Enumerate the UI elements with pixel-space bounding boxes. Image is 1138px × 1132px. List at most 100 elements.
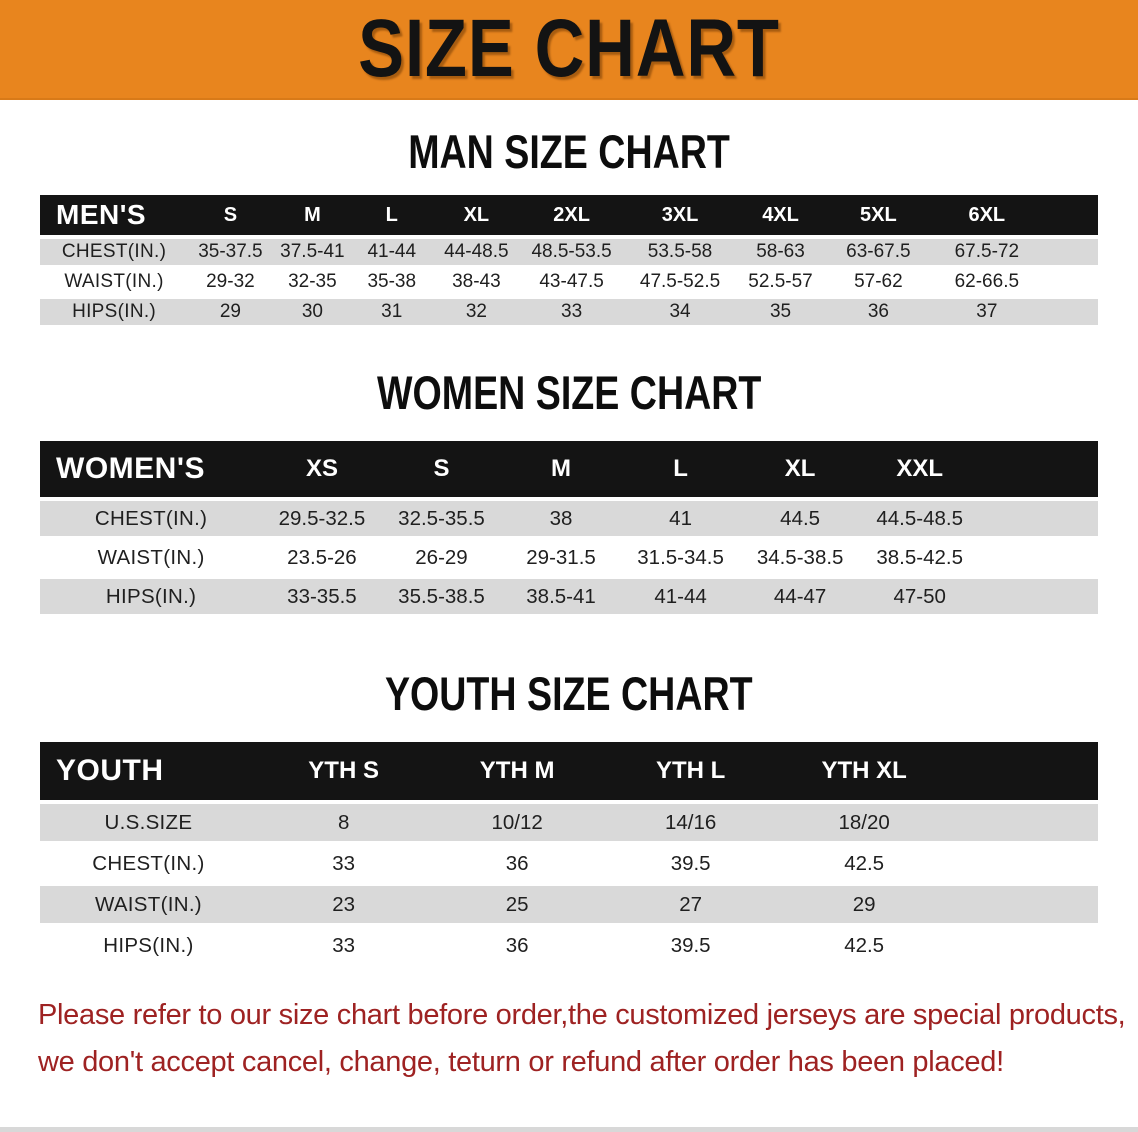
size-value: 47-50	[859, 577, 980, 618]
table-title-cell: MEN'S	[40, 195, 189, 239]
spacer-cell	[1039, 237, 1098, 269]
size-value: 37	[933, 297, 1040, 329]
size-value: 33	[521, 297, 622, 329]
size-value: 35-38	[352, 267, 432, 299]
size-column-header: 5XL	[822, 195, 934, 239]
table-header-row: MEN'S S M L XL 2XL 3XL 4XL 5XL 6XL	[40, 195, 1098, 239]
size-value: 26-29	[381, 538, 502, 579]
size-value: 31.5-34.5	[620, 538, 741, 579]
order-disclaimer: Please refer to our size chart before or…	[0, 992, 1138, 1086]
size-column-header: YTH XL	[777, 742, 951, 804]
table-row: WAIST(IN.) 29-32 32-35 35-38 38-43 43-47.5 47.…	[40, 267, 1098, 299]
size-column-header: 3XL	[621, 195, 739, 239]
table-header-row: WOMEN'S XS S M L XL XXL	[40, 441, 1098, 501]
size-column-header: M	[272, 195, 353, 239]
size-value: 33	[256, 843, 431, 886]
size-value: 44-47	[740, 577, 860, 618]
size-value: 38	[501, 499, 621, 540]
size-value: 57-62	[822, 267, 934, 299]
size-value: 38-43	[431, 267, 522, 299]
size-column-header: L	[620, 441, 741, 501]
size-value: 41	[620, 499, 741, 540]
size-value: 10/12	[430, 802, 604, 845]
bottom-edge-strip	[0, 1127, 1138, 1132]
size-value: 18/20	[777, 802, 951, 845]
table-title-cell: WOMEN'S	[40, 441, 263, 501]
row-label: WAIST(IN.)	[40, 884, 257, 927]
size-value: 53.5-58	[621, 237, 739, 269]
table-header-row: YOUTH YTH S YTH M YTH L YTH XL	[40, 742, 1098, 804]
size-value: 43-47.5	[521, 267, 622, 299]
table-row: WAIST(IN.) 23.5-26 26-29 29-31.5 31.5-34.5 34…	[40, 538, 1098, 579]
spacer-cell	[979, 538, 1098, 579]
spacer-cell	[950, 802, 1098, 845]
size-value: 36	[430, 843, 604, 886]
size-value: 35-37.5	[188, 237, 273, 269]
size-value: 34.5-38.5	[740, 538, 860, 579]
size-column-header: YTH M	[430, 742, 604, 804]
men-section-heading: MAN SIZE CHART	[0, 126, 1138, 178]
size-value: 63-67.5	[822, 237, 934, 269]
size-value: 29.5-32.5	[262, 499, 382, 540]
size-value: 44-48.5	[431, 237, 522, 269]
size-value: 29	[777, 884, 951, 927]
size-value: 62-66.5	[933, 267, 1040, 299]
size-value: 36	[430, 925, 604, 968]
spacer-cell	[979, 441, 1098, 501]
size-value: 23.5-26	[262, 538, 382, 579]
size-value: 33-35.5	[262, 577, 382, 618]
size-value: 33	[256, 925, 431, 968]
table-row: CHEST(IN.) 33 36 39.5 42.5	[40, 843, 1098, 886]
size-value: 37.5-41	[272, 237, 353, 269]
size-value: 25	[430, 884, 604, 927]
disclaimer-line-1: Please refer to our size chart before or…	[38, 999, 1126, 1031]
table-row: WAIST(IN.) 23 25 27 29	[40, 884, 1098, 927]
men-section-heading-text: MAN SIZE CHART	[408, 125, 730, 178]
row-label: CHEST(IN.)	[40, 499, 263, 540]
row-label: HIPS(IN.)	[40, 577, 263, 618]
size-value: 39.5	[603, 843, 778, 886]
size-column-header: YTH S	[256, 742, 431, 804]
banner-title: SIZE CHART	[358, 3, 780, 94]
size-value: 41-44	[352, 237, 432, 269]
size-value: 14/16	[603, 802, 778, 845]
spacer-cell	[950, 843, 1098, 886]
men-size-table: MEN'S S M L XL 2XL 3XL 4XL 5XL 6XL CHEST(IN.) 35-37…	[40, 195, 1098, 329]
row-label: U.S.SIZE	[40, 802, 257, 845]
size-value: 44.5-48.5	[859, 499, 980, 540]
size-value: 8	[256, 802, 431, 845]
table-row: HIPS(IN.) 29 30 31 32 33 34 35 36 37	[40, 297, 1098, 329]
size-column-header: S	[381, 441, 502, 501]
youth-size-section: YOUTH SIZE CHART YOUTH YTH S YTH M YTH L YTH…	[0, 668, 1138, 968]
table-row: CHEST(IN.) 29.5-32.5 32.5-35.5 38 41 44.5 44.5…	[40, 499, 1098, 540]
table-row: HIPS(IN.) 33-35.5 35.5-38.5 38.5-41 41-44 44-…	[40, 577, 1098, 618]
spacer-cell	[1039, 297, 1098, 329]
spacer-cell	[950, 925, 1098, 968]
size-column-header: XXL	[859, 441, 980, 501]
size-value: 41-44	[620, 577, 741, 618]
size-value: 31	[352, 297, 432, 329]
youth-section-heading-text: YOUTH SIZE CHART	[385, 667, 753, 720]
disclaimer-line-2: we don't accept cancel, change, teturn o…	[38, 1046, 1004, 1078]
youth-section-heading: YOUTH SIZE CHART	[0, 668, 1138, 720]
size-value: 29	[188, 297, 273, 329]
size-value: 67.5-72	[933, 237, 1040, 269]
size-column-header: S	[188, 195, 273, 239]
size-value: 35.5-38.5	[381, 577, 502, 618]
size-value: 42.5	[777, 925, 951, 968]
size-column-header: L	[352, 195, 432, 239]
size-value: 44.5	[740, 499, 860, 540]
spacer-cell	[950, 884, 1098, 927]
women-section-heading: WOMEN SIZE CHART	[0, 367, 1138, 419]
women-section-heading-text: WOMEN SIZE CHART	[376, 366, 762, 419]
size-value: 34	[621, 297, 739, 329]
table-row: CHEST(IN.) 35-37.5 37.5-41 41-44 44-48.5 48.5…	[40, 237, 1098, 269]
size-value: 39.5	[603, 925, 778, 968]
size-column-header: YTH L	[603, 742, 778, 804]
spacer-cell	[1039, 267, 1098, 299]
table-row: HIPS(IN.) 33 36 39.5 42.5	[40, 925, 1098, 968]
table-row: U.S.SIZE 8 10/12 14/16 18/20	[40, 802, 1098, 845]
size-chart-banner: SIZE CHART	[0, 0, 1138, 100]
size-value: 32-35	[272, 267, 353, 299]
row-label: CHEST(IN.)	[40, 237, 189, 269]
